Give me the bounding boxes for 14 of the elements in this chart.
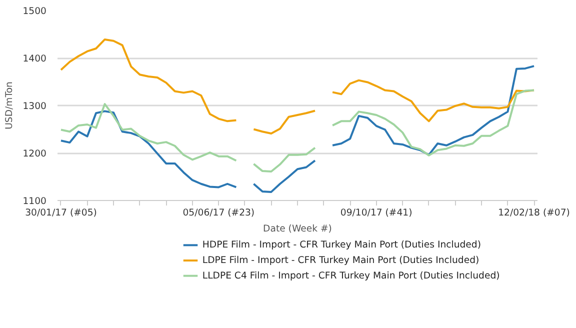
y-tick-label: 1500 [22,6,47,17]
x-tick-label: 30/01/17 (#05) [25,208,97,218]
y-tick-label: 1100 [22,196,47,207]
x-tick-label: 09/10/17 (#41) [340,208,412,218]
legend-label: LLDPE C4 Film - Import - CFR Turkey Main Port (Duties Included) [202,270,500,282]
y-tick-label: 1200 [22,148,47,160]
x-tick-label: 12/02/18 (#07) [498,208,570,218]
y-tick-label: 1300 [22,101,47,112]
y-tick-label: 1400 [22,54,47,64]
x-tick-label: 05/06/17 (#23) [182,208,255,218]
legend-label: LDPE Film - Import - CFR Turkey Main Port (Duties Included) [202,255,480,266]
x-axis-title: Date (Week #) [263,224,332,234]
legend-label: HDPE Film - Import - CFR Turkey Main Port (Duties Included) [202,240,481,251]
y-axis-title: USD/mTon [4,81,15,130]
